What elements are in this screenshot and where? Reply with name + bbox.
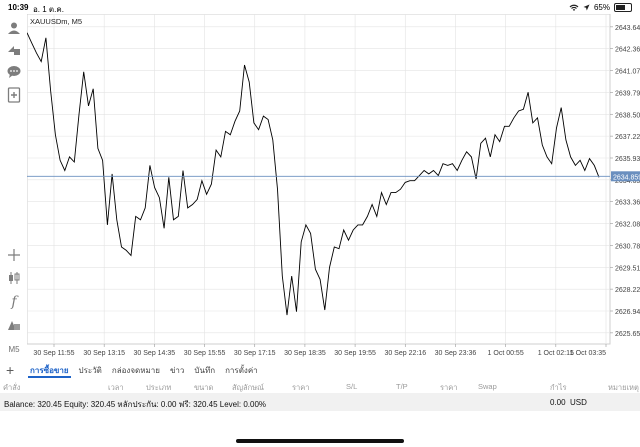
chat-icon[interactable] <box>6 64 22 80</box>
battery-icon <box>614 3 632 12</box>
status-bar: 10:39 อ. 1 ต.ค. 65% <box>0 0 640 14</box>
x-tick-label: 30 Sep 13:15 <box>83 350 125 357</box>
y-tick-label: 2637.220 <box>615 134 640 141</box>
x-tick-label: 1 Oct 00:55 <box>488 350 524 357</box>
price-line <box>26 32 600 316</box>
y-tick-label: 2625.655 <box>615 331 640 338</box>
column-type[interactable]: ประเภท <box>146 383 172 392</box>
column-price[interactable]: ราคา <box>292 383 310 392</box>
price-chart[interactable]: 2643.645 2642.360 2641.075 2639.790 2638.505… <box>26 13 640 358</box>
symbol-label: XAUUSDm, M5 <box>30 17 82 26</box>
y-tick-label: 2628.225 <box>615 287 640 294</box>
y-tick-label: 2635.935 <box>615 156 640 163</box>
location-icon <box>583 4 590 11</box>
current-price-tag <box>611 171 640 182</box>
column-order[interactable]: คำสั่ง <box>3 383 21 392</box>
profit-currency: USD <box>570 398 587 407</box>
balance-summary: Balance: 320.45 Equity: 320.45 หลักประกั… <box>4 400 267 409</box>
y-tick-label: 2638.505 <box>615 112 640 119</box>
x-tick-label: 30 Sep 11:55 <box>33 350 74 357</box>
left-toolbar: f M5 <box>0 14 27 358</box>
crosshair-icon[interactable] <box>6 247 22 263</box>
person-icon[interactable] <box>6 20 22 36</box>
home-indicator[interactable] <box>236 439 404 443</box>
status-date: อ. 1 ต.ค. <box>33 5 64 14</box>
y-tick-label: 2641.075 <box>615 69 640 76</box>
tab-history[interactable]: ประวัติ <box>78 366 102 375</box>
tab-news[interactable]: ข่าว <box>169 366 185 375</box>
balance-row: Balance: 320.45 Equity: 320.45 หลักประกั… <box>0 393 640 411</box>
battery-percent: 65% <box>593 3 610 12</box>
terminal-tabs: การซื้อขาย ประวัติ กล่องจดหมาย ข่าว บันท… <box>28 364 260 378</box>
column-time[interactable]: เวลา <box>108 383 124 392</box>
objects-icon[interactable] <box>6 317 22 333</box>
candles-icon[interactable] <box>6 270 22 286</box>
x-tick-label: 30 Sep 18:35 <box>284 350 326 357</box>
y-tick-label: 2639.790 <box>615 90 640 97</box>
column-profit[interactable]: กำไร <box>550 383 567 392</box>
column-comment[interactable]: หมายเหตุ <box>608 383 639 392</box>
profit-value: 0.00 <box>550 398 566 407</box>
wifi-icon <box>569 4 579 11</box>
column-current-price[interactable]: ราคา <box>440 383 458 392</box>
trade-table-header: คำสั่ง เวลา ประเภท ขนาด สัญลักษณ์ ราคา S… <box>0 380 640 392</box>
timeframe-button[interactable]: M5 <box>8 344 20 354</box>
x-tick-label: 30 Sep 19:55 <box>334 350 376 357</box>
y-tick-label: 2632.080 <box>615 222 640 229</box>
x-tick-label: 30 Sep 14:35 <box>134 350 176 357</box>
column-sl[interactable]: S/L <box>346 382 358 391</box>
y-tick-label: 2626.940 <box>615 309 640 316</box>
y-tick-label: 2633.365 <box>615 200 640 207</box>
tab-trade[interactable]: การซื้อขาย <box>28 364 71 378</box>
profit-total: 0.00 USD <box>550 398 587 407</box>
x-tick-label: 1 Oct 03:35 <box>570 350 606 357</box>
y-tick-label: 2634.650 <box>615 178 640 185</box>
x-tick-label: 30 Sep 22:16 <box>384 350 426 357</box>
status-right: 65% <box>569 3 632 12</box>
column-tp[interactable]: T/P <box>396 382 408 391</box>
y-tick-label: 2629.510 <box>615 265 640 272</box>
status-time: 10:39 <box>8 3 29 12</box>
new-order-icon[interactable] <box>6 87 22 103</box>
x-tick-label: 1 Oct 02:15 <box>538 350 574 357</box>
x-tick-label: 30 Sep 17:15 <box>234 350 276 357</box>
share-icon[interactable] <box>6 42 22 58</box>
column-size[interactable]: ขนาด <box>194 383 214 392</box>
plot-area <box>26 13 611 345</box>
x-tick-label: 30 Sep 15:55 <box>184 350 226 357</box>
y-tick-label: 2642.360 <box>615 47 640 54</box>
tab-mailbox[interactable]: กล่องจดหมาย <box>111 366 160 375</box>
tab-settings[interactable]: การตั้งค่า <box>225 366 258 375</box>
y-tick-label: 2643.645 <box>615 25 640 32</box>
column-symbol[interactable]: สัญลักษณ์ <box>232 383 265 392</box>
add-order-button[interactable]: + <box>6 362 15 378</box>
x-tick-label: 30 Sep 23:36 <box>435 350 477 357</box>
current-price-label: 2634.859 <box>613 174 640 181</box>
function-icon[interactable]: f <box>11 294 17 310</box>
tab-journal[interactable]: บันทึก <box>194 366 216 375</box>
column-swap[interactable]: Swap <box>478 382 497 391</box>
y-tick-label: 2630.785 <box>615 244 640 251</box>
